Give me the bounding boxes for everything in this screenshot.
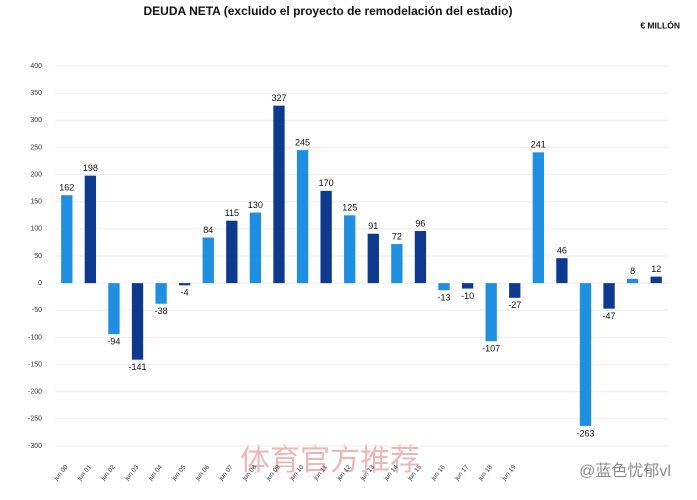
bar bbox=[108, 283, 120, 335]
bar bbox=[579, 283, 592, 426]
bar bbox=[131, 283, 144, 360]
watermark: @蓝色忧郁vl bbox=[579, 462, 671, 480]
y-tick-label: -150 bbox=[28, 361, 42, 368]
value-label: -94 bbox=[107, 337, 120, 347]
bar bbox=[320, 190, 332, 284]
value-label: 125 bbox=[342, 203, 357, 213]
bar bbox=[61, 195, 73, 284]
value-label: 245 bbox=[295, 138, 310, 148]
bar bbox=[202, 237, 214, 284]
value-label: 115 bbox=[225, 208, 239, 218]
y-tick-label: 400 bbox=[30, 63, 42, 70]
y-tick-label: 150 bbox=[30, 199, 42, 206]
y-tick-label: -50 bbox=[32, 307, 42, 314]
unit-label: € MILLÓN bbox=[640, 19, 680, 30]
value-label: -47 bbox=[603, 311, 616, 321]
bar bbox=[84, 175, 97, 284]
bar bbox=[226, 220, 238, 284]
value-label: -263 bbox=[576, 428, 594, 438]
bar bbox=[532, 152, 544, 284]
value-label: 72 bbox=[392, 231, 402, 241]
bar bbox=[509, 283, 521, 298]
y-tick-label: 250 bbox=[30, 144, 42, 151]
bar bbox=[273, 105, 285, 284]
y-tick-label: 100 bbox=[30, 226, 42, 233]
bar bbox=[296, 150, 309, 284]
y-tick-label: -100 bbox=[28, 334, 42, 341]
bar bbox=[344, 215, 356, 284]
value-label: 91 bbox=[368, 221, 378, 231]
y-tick-label: 300 bbox=[30, 117, 42, 124]
bar bbox=[461, 283, 474, 289]
bar bbox=[603, 283, 615, 309]
value-label: -13 bbox=[438, 293, 451, 303]
bar bbox=[155, 283, 167, 304]
value-label: 241 bbox=[531, 140, 546, 150]
value-label: -4 bbox=[181, 288, 189, 298]
value-label: 162 bbox=[59, 183, 74, 193]
y-tick-label: 200 bbox=[30, 171, 42, 178]
y-tick-label: -200 bbox=[28, 389, 42, 396]
bar bbox=[249, 212, 262, 284]
y-tick-label: -250 bbox=[28, 416, 42, 423]
value-label: 170 bbox=[319, 178, 334, 188]
value-label: 130 bbox=[248, 200, 263, 210]
value-label: -141 bbox=[129, 362, 147, 372]
watermark: 体育官方推荐 bbox=[240, 444, 420, 477]
y-tick-label: 0 bbox=[38, 280, 42, 287]
chart-title: DEUDA NETA (excluido el proyecto de remo… bbox=[144, 4, 513, 18]
value-label: 84 bbox=[203, 225, 213, 235]
bar bbox=[367, 233, 379, 284]
bar bbox=[179, 283, 191, 286]
bar bbox=[414, 231, 427, 284]
bar bbox=[556, 258, 568, 284]
value-label: -107 bbox=[482, 344, 500, 354]
value-label: 96 bbox=[415, 218, 425, 228]
y-tick-label: -300 bbox=[28, 443, 42, 450]
bar bbox=[391, 244, 403, 284]
value-label: 198 bbox=[83, 163, 98, 173]
bar bbox=[485, 283, 497, 342]
value-label: -38 bbox=[155, 306, 168, 316]
bar bbox=[626, 278, 639, 284]
bar bbox=[650, 276, 662, 284]
value-label: 46 bbox=[557, 246, 567, 256]
value-label: -10 bbox=[461, 291, 474, 301]
value-label: 327 bbox=[271, 93, 286, 103]
value-label: 8 bbox=[630, 266, 635, 276]
bar bbox=[438, 283, 450, 291]
value-label: 12 bbox=[651, 264, 661, 274]
value-label: -27 bbox=[508, 300, 521, 310]
y-tick-label: 50 bbox=[34, 253, 42, 260]
y-tick-label: 350 bbox=[30, 90, 42, 97]
